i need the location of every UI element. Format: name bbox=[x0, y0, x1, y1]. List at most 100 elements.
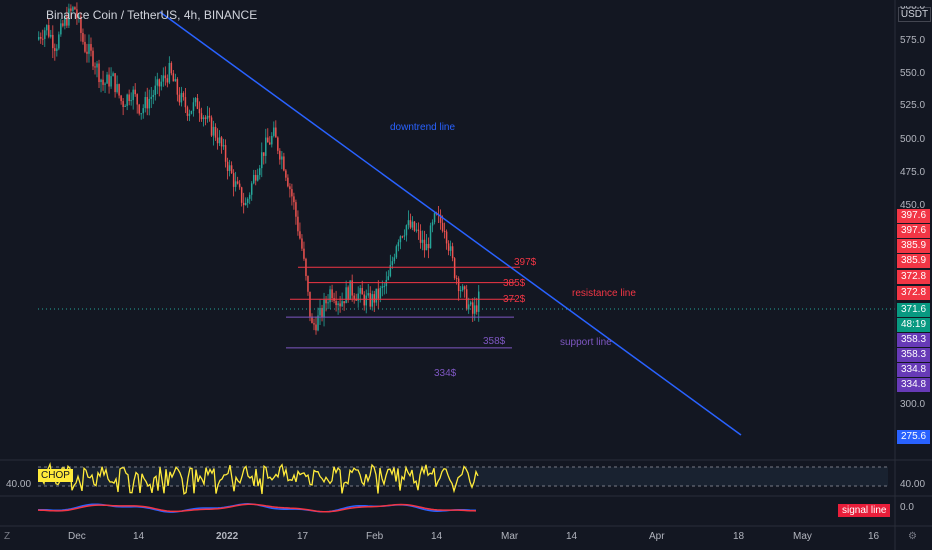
x-tick-label: Feb bbox=[366, 531, 384, 542]
annotation-label[interactable]: 385$ bbox=[503, 278, 526, 289]
candle-body bbox=[331, 289, 333, 299]
annotation-label[interactable]: downtrend line bbox=[390, 122, 456, 133]
candle-body bbox=[150, 96, 153, 99]
candle-body bbox=[58, 34, 60, 49]
price-box-label: 334.8 bbox=[897, 378, 930, 392]
downtrend-line[interactable] bbox=[159, 11, 742, 436]
settings-icon[interactable]: ⚙ bbox=[908, 531, 917, 542]
annotation-label[interactable]: 334$ bbox=[434, 368, 457, 379]
chop-line bbox=[39, 461, 479, 495]
annotation-label[interactable]: support line bbox=[560, 337, 612, 348]
candle-body bbox=[154, 85, 157, 95]
price-box-label: 371.6 bbox=[897, 303, 930, 317]
candle-body bbox=[128, 94, 130, 102]
candle-body bbox=[238, 183, 241, 188]
candle-body bbox=[204, 117, 207, 119]
candle-body bbox=[134, 89, 136, 95]
candle-body bbox=[146, 97, 148, 109]
candle-body bbox=[439, 214, 442, 223]
signal-red-line bbox=[37, 503, 477, 513]
candle-body bbox=[459, 290, 462, 292]
candle-body bbox=[64, 16, 66, 26]
x-tick-label: 2022 bbox=[216, 531, 239, 542]
candle-body bbox=[347, 287, 349, 300]
zoom-icon[interactable]: Z bbox=[4, 531, 11, 542]
candle-body bbox=[447, 243, 450, 251]
price-box-label: 385.9 bbox=[897, 239, 930, 253]
candle-body bbox=[66, 16, 68, 26]
x-tick-label: 16 bbox=[868, 531, 880, 542]
candle-body bbox=[261, 152, 263, 169]
candle-body bbox=[152, 94, 155, 97]
candle-body bbox=[353, 295, 355, 299]
candle-body bbox=[72, 7, 74, 11]
candle-body bbox=[218, 137, 221, 144]
annotation-label[interactable]: 397$ bbox=[514, 257, 537, 268]
candle-body bbox=[164, 75, 167, 79]
candle-body bbox=[44, 30, 46, 39]
candle-body bbox=[469, 302, 472, 305]
annotation-label[interactable]: resistance line bbox=[572, 288, 636, 299]
candle-body bbox=[311, 316, 313, 324]
candle-body bbox=[369, 293, 371, 307]
price-box-label: 275.6 bbox=[897, 430, 930, 444]
candle-body bbox=[457, 278, 460, 292]
candle-body bbox=[166, 78, 169, 83]
candle-body bbox=[84, 41, 86, 52]
candle-body bbox=[361, 288, 363, 295]
price-box-label: 358.3 bbox=[897, 348, 930, 362]
candle-body bbox=[120, 95, 122, 102]
candle-body bbox=[110, 76, 112, 87]
candle-body bbox=[100, 79, 102, 83]
candle-body bbox=[443, 230, 446, 232]
candle-body bbox=[240, 187, 243, 203]
price-box-label: 397.6 bbox=[897, 224, 930, 238]
candle-body bbox=[234, 181, 237, 187]
candle-body bbox=[116, 84, 118, 93]
candle-body bbox=[389, 264, 392, 277]
candle-body bbox=[427, 243, 430, 249]
x-tick-label: May bbox=[793, 531, 812, 542]
price-box-label: 397.6 bbox=[897, 209, 930, 223]
candle-body bbox=[82, 32, 84, 42]
candle-body bbox=[423, 239, 426, 251]
annotation-label[interactable]: 358$ bbox=[483, 336, 506, 347]
candle-body bbox=[50, 34, 52, 37]
candle-body bbox=[403, 235, 406, 237]
x-tick-label: 18 bbox=[733, 531, 745, 542]
candle-body bbox=[48, 25, 50, 37]
candle-body bbox=[277, 137, 279, 151]
candle-body bbox=[339, 303, 341, 307]
candle-body bbox=[184, 97, 187, 108]
candle-body bbox=[317, 315, 319, 331]
symbol-title[interactable]: Binance Coin / TetherUS, 4h, BINANCE bbox=[46, 8, 258, 22]
y-tick-label: 450.0 bbox=[900, 200, 926, 211]
currency-label[interactable]: USDT bbox=[898, 7, 931, 22]
candle-body bbox=[216, 137, 219, 144]
candle-body bbox=[162, 75, 165, 82]
candle-body bbox=[144, 97, 146, 109]
candle-body bbox=[78, 16, 80, 19]
candle-body bbox=[291, 189, 293, 197]
candle-body bbox=[214, 126, 217, 138]
annotation-label[interactable]: 372$ bbox=[503, 294, 526, 305]
candle-body bbox=[210, 117, 213, 136]
candle-body bbox=[62, 23, 64, 26]
signal-line-label[interactable]: signal line bbox=[838, 504, 891, 517]
candle-body bbox=[42, 38, 44, 40]
price-box-label: 358.3 bbox=[897, 333, 930, 347]
candle-body bbox=[56, 48, 58, 51]
chop-indicator-label[interactable]: CHOP bbox=[38, 469, 73, 482]
price-box-label: 334.8 bbox=[897, 363, 930, 377]
candle-body bbox=[387, 276, 390, 280]
candle-body bbox=[86, 51, 88, 54]
candle-body bbox=[395, 246, 398, 258]
candle-body bbox=[383, 286, 386, 288]
candle-body bbox=[289, 186, 291, 190]
candle-body bbox=[96, 63, 98, 68]
y-tick-label: 600.0 bbox=[900, 1, 926, 12]
price-box-label: 372.8 bbox=[897, 270, 930, 284]
candle-body bbox=[449, 246, 452, 251]
candle-body bbox=[411, 221, 414, 228]
